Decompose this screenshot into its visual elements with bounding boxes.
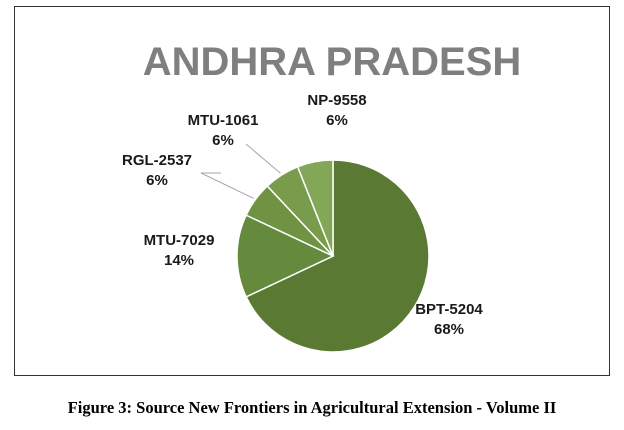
slice-labels: BPT-5204 68% MTU-7029 14% RGL-2537 6% MTU-1061…	[122, 92, 483, 338]
slice-label-bpt-5204: BPT-5204	[415, 301, 483, 318]
chart-frame: ANDHRA PRADESH BPT-5204 68% MTU-7029 14% RGL…	[14, 6, 610, 376]
pie-slice-bpt-5204	[245, 159, 430, 353]
slice-label-mtu-1061: MTU-1061	[188, 112, 259, 129]
pie-slice-mtu-7029	[236, 214, 335, 298]
pie-slice-np-9558	[296, 159, 334, 257]
slice-percent-mtu-7029: 14%	[164, 252, 194, 269]
leader-line-mtu-1061	[245, 143, 281, 174]
leader-lines	[200, 143, 281, 199]
slice-percent-np-9558: 6%	[326, 112, 348, 129]
slice-percent-bpt-5204: 68%	[434, 321, 464, 338]
figure-caption: Figure 3: Source New Frontiers in Agricu…	[67, 398, 557, 417]
pie-slices	[236, 159, 430, 353]
chart-title: ANDHRA PRADESH	[143, 40, 522, 84]
slice-percent-mtu-1061: 6%	[212, 132, 234, 149]
slice-label-rgl-2537: RGL-2537	[122, 152, 192, 169]
leader-line-rgl-2537	[200, 172, 254, 199]
slice-label-np-9558: NP-9558	[307, 92, 366, 109]
slice-percent-rgl-2537: 6%	[146, 172, 168, 189]
slice-label-mtu-7029: MTU-7029	[144, 232, 215, 249]
pie-chart: ANDHRA PRADESH BPT-5204 68% MTU-7029 14% RGL…	[122, 40, 522, 353]
